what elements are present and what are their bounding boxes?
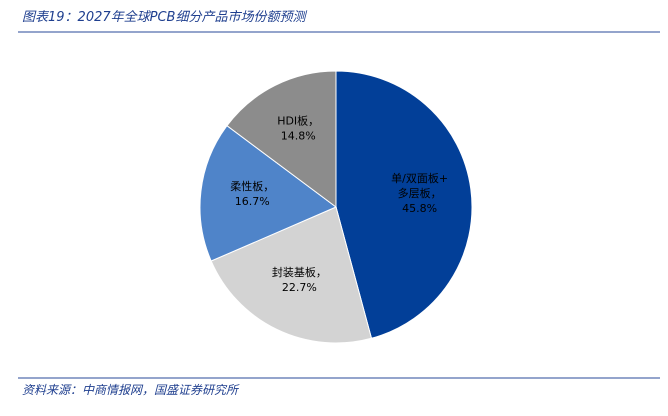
value-label: 16.7% [235, 195, 270, 208]
pie-chart: 单/双面板+多层板， 45.8% 封装基板， 22.7% 柔性板， 16.7% HDI板， 1… [199, 70, 473, 344]
pie-slice [199, 124, 337, 262]
source-note: 资料来源：中商情报网，国盛证券研究所 [22, 383, 240, 397]
value-label: 22.7% [282, 281, 317, 294]
value-label: 14.8% [281, 130, 316, 143]
pie-slice [335, 70, 473, 339]
slice-label: 柔性板， [230, 179, 274, 193]
slice-label: HDI板， [277, 114, 319, 128]
value-label: 45.8% [402, 202, 437, 215]
pie-slice [210, 206, 373, 344]
slice-label: 单/双面板+多层板， [391, 171, 448, 200]
slice-label: 封装基板， [272, 265, 327, 279]
pie-slice [226, 70, 337, 208]
figure-title: 图表19：2027年全球PCB细分产品市场份额预测 [22, 9, 307, 25]
